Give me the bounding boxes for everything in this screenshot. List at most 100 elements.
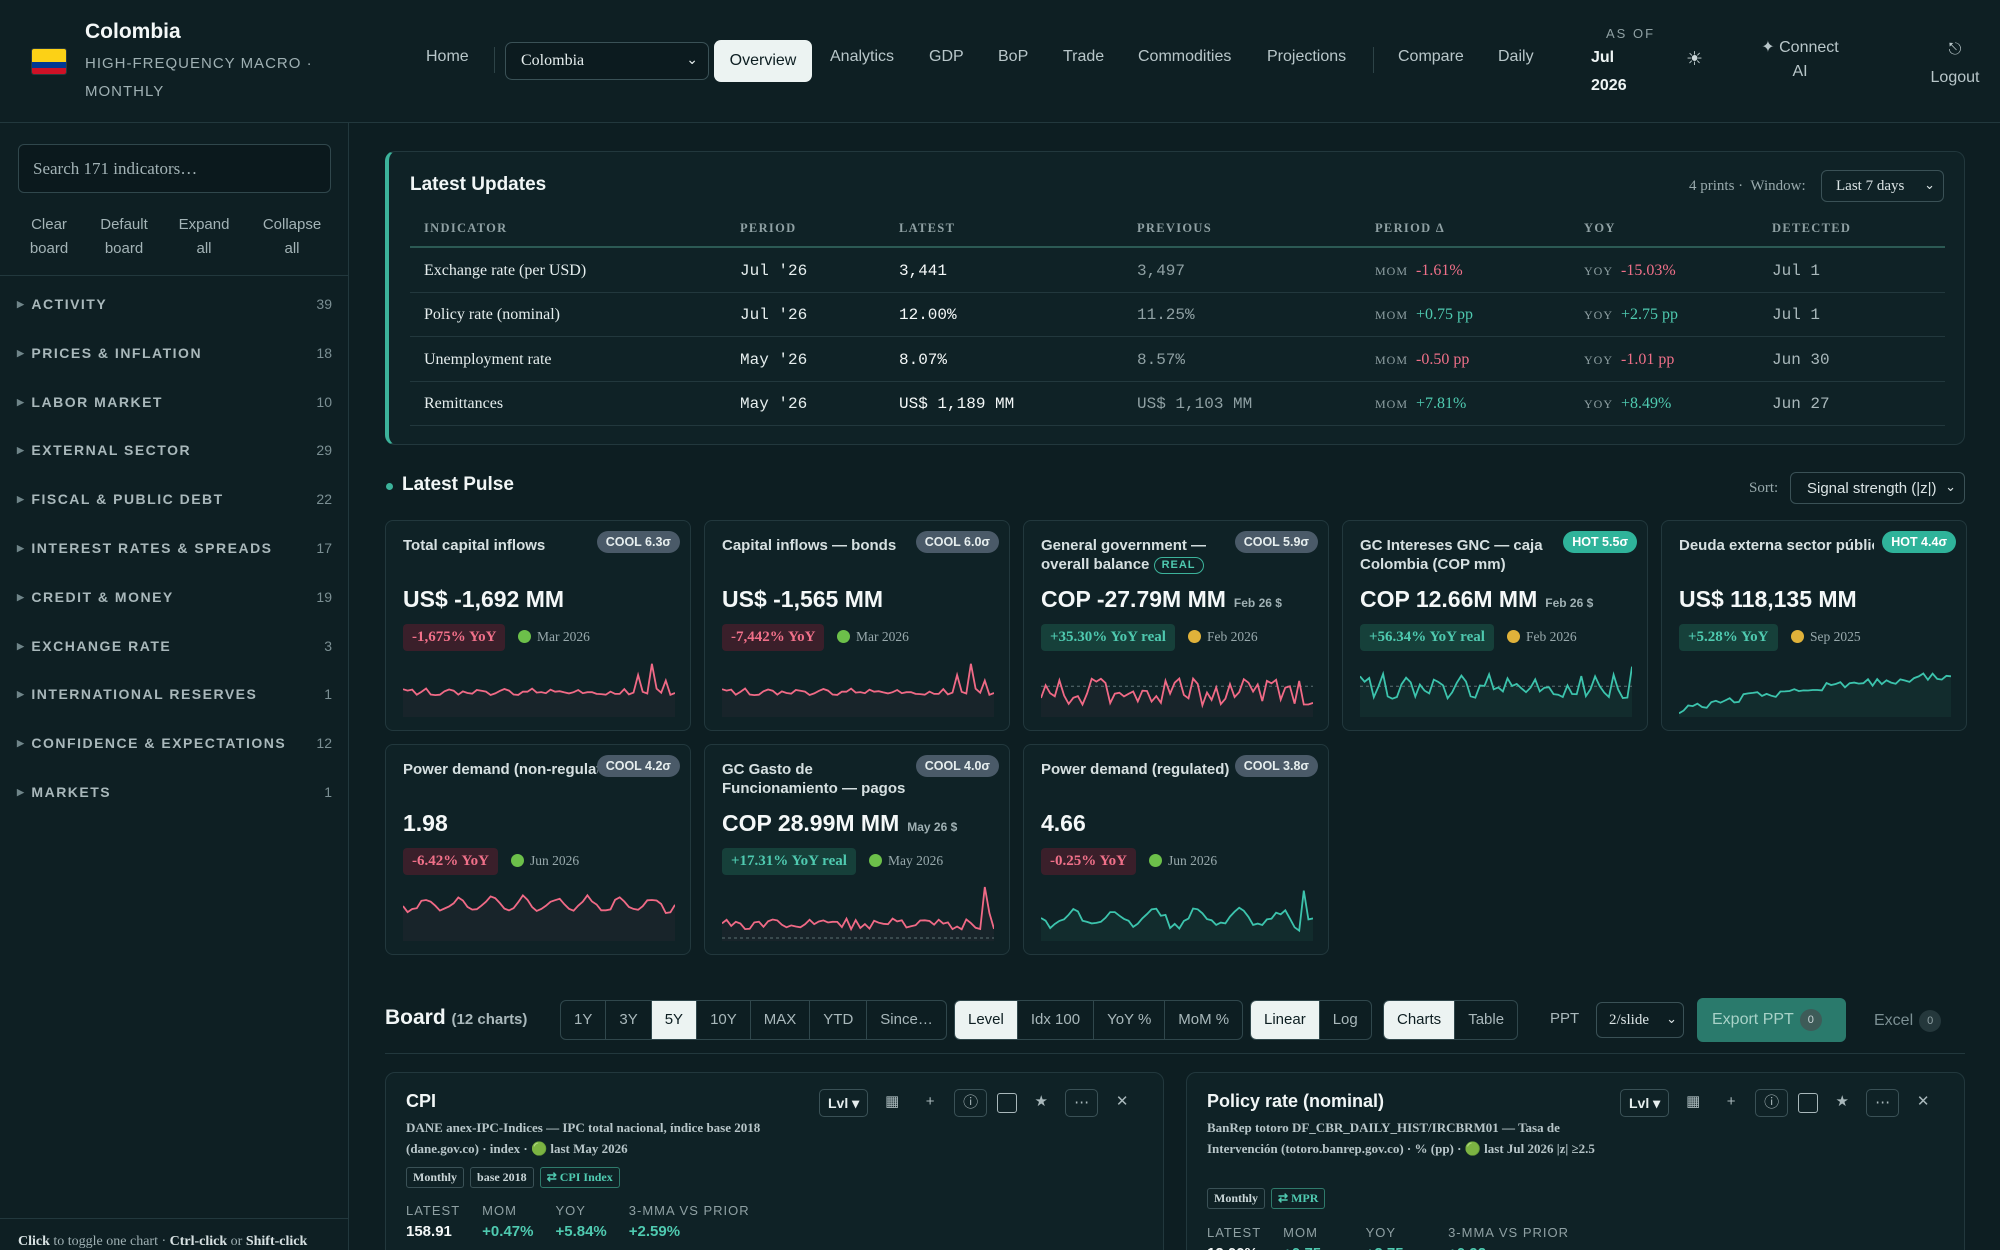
pulse-card[interactable]: GC Intereses GNC — caja Colombia (COP mm… [1342, 520, 1648, 731]
pulse-card[interactable]: General government — overall balance REA… [1023, 520, 1329, 731]
card-value: US$ 118,135 MM [1679, 586, 1857, 613]
nav-analytics[interactable]: Analytics [830, 48, 895, 65]
scale-option[interactable]: Log [1332, 1011, 1358, 1028]
nav-bop[interactable]: BoP [998, 48, 1029, 65]
add-series-icon[interactable]: + [1726, 1093, 1736, 1110]
close-icon[interactable]: ✕ [1916, 1093, 1930, 1110]
pulse-card[interactable]: Capital inflows — bonds COOL 6.0σ US$ -1,5… [704, 520, 1010, 731]
sidebar-category-exchange-rate[interactable]: ▶ EXCHANGE RATE 3 [17, 638, 332, 664]
nav-gdp[interactable]: GDP [929, 48, 964, 65]
sparkline-line [1041, 890, 1313, 933]
indicator-name[interactable]: Policy rate (nominal) [424, 306, 560, 324]
range-option[interactable]: YTD [810, 1001, 868, 1039]
pulse-card[interactable]: Total capital inflows COOL 6.3σ US$ -1,692… [385, 520, 691, 731]
sidebar-category-activity[interactable]: ▶ ACTIVITY 39 [17, 296, 332, 322]
sidebar-category-international-reserves[interactable]: ▶ INTERNATIONAL RESERVES 1 [17, 686, 332, 712]
pulse-card[interactable]: Deuda externa sector público (USD mn) HOT… [1661, 520, 1967, 731]
indicator-name[interactable]: Remittances [424, 394, 504, 412]
nav-commodities[interactable]: Commodities [1138, 48, 1232, 65]
nav-daily[interactable]: Daily [1498, 48, 1534, 65]
level-dropdown[interactable]: Lvl ▾ [1620, 1089, 1670, 1117]
sidebar-category-interest-rates-spreads[interactable]: ▶ INTEREST RATES & SPREADS 17 [17, 540, 332, 566]
select-checkbox[interactable] [997, 1093, 1018, 1113]
table-view-icon[interactable]: ▦ [1686, 1093, 1701, 1110]
nav-overview[interactable]: Overview [714, 40, 812, 82]
chart-stats: LATEST 158.91 MOM +0.47% YOY +5.84% 3-MMA VS P… [406, 1203, 750, 1240]
sidebar-divider [0, 1218, 349, 1219]
sparkline [403, 893, 675, 941]
scale-option[interactable]: Linear [1251, 1001, 1320, 1039]
export-ppt-button[interactable]: Export PPT 0 [1697, 998, 1846, 1042]
expand-all-button[interactable]: Expand all [178, 216, 230, 257]
window-select[interactable]: Last 7 days ⌄ [1821, 170, 1944, 202]
indicator-name[interactable]: Exchange rate (per USD) [424, 262, 587, 279]
sidebar-category-labor-market[interactable]: ▶ LABOR MARKET 10 [17, 394, 332, 420]
linked-series-chip[interactable]: ⇄ MPR [1271, 1188, 1326, 1209]
stat-label: LATEST [1207, 1225, 1262, 1240]
theme-toggle-sun-icon[interactable]: ☀ [1686, 49, 1704, 70]
nav-home[interactable]: Home [426, 48, 469, 65]
view-option[interactable]: Table [1468, 1011, 1505, 1028]
indicator-name[interactable]: Unemployment rate [424, 350, 552, 368]
pulse-card[interactable]: Power demand (regulated) COOL 3.8σ 4.66 -0.… [1023, 744, 1329, 955]
info-icon[interactable]: ⓘ [954, 1089, 988, 1117]
sidebar-category-credit-money[interactable]: ▶ CREDIT & MONEY 19 [17, 589, 332, 615]
nav-projections[interactable]: Projections [1267, 48, 1347, 65]
as-of-value: Jul 2026 [1591, 49, 1627, 94]
add-series-icon[interactable]: + [925, 1093, 935, 1110]
view-option[interactable]: Charts [1384, 1001, 1456, 1039]
range-option[interactable]: 1Y [561, 1001, 607, 1039]
level-dropdown[interactable]: Lvl ▾ [819, 1089, 869, 1117]
transform-option[interactable]: Idx 100 [1018, 1001, 1095, 1039]
sidebar-category-external-sector[interactable]: ▶ EXTERNAL SECTOR 29 [17, 442, 332, 468]
column-header: DETECTED [1772, 221, 1852, 235]
favorite-star-icon[interactable]: ★ [1835, 1093, 1849, 1110]
category-count: 39 [316, 296, 332, 312]
range-option[interactable]: Since… [880, 1011, 933, 1028]
linked-series-chip[interactable]: ⇄ CPI Index [539, 1167, 620, 1188]
default-board-button[interactable]: Default board [100, 216, 148, 257]
sidebar-category-prices-inflation[interactable]: ▶ PRICES & INFLATION 18 [17, 345, 332, 371]
card-value-note: Feb 26 $ [1545, 596, 1594, 610]
transform-option[interactable]: MoM % [1178, 1011, 1230, 1028]
pulse-card[interactable]: Power demand (non-regulated)COOL 4.2σ 1.9… [385, 744, 691, 955]
connect-ai-button[interactable]: ✦ Connect AI [1761, 39, 1839, 80]
sidebar-category-confidence-expectations[interactable]: ▶ CONFIDENCE & EXPECTATIONS 12 [17, 735, 332, 761]
nav-trade[interactable]: Trade [1063, 48, 1105, 65]
table-view-icon[interactable]: ▦ [885, 1093, 900, 1110]
sidebar-category-markets[interactable]: ▶ MARKETS 1 [17, 784, 332, 810]
excel-button[interactable]: Excel 0 [1874, 1010, 1942, 1032]
range-option[interactable]: 10Y [697, 1001, 751, 1039]
select-checkbox[interactable] [1798, 1093, 1819, 1113]
favorite-star-icon[interactable]: ★ [1034, 1093, 1048, 1110]
range-option[interactable]: MAX [751, 1001, 811, 1039]
country-select[interactable]: Colombia ⌄ [505, 42, 709, 80]
transform-option[interactable]: YoY % [1094, 1001, 1166, 1039]
range-option[interactable]: 5Y [651, 1001, 698, 1039]
card-title-text: GC Gasto de Funcionamiento — pagos (COP … [722, 761, 906, 800]
signal-badge: COOL 6.0σ [915, 531, 999, 553]
close-icon[interactable]: ✕ [1115, 1093, 1129, 1110]
delta-value: -1.61% [1416, 262, 1463, 279]
category-count: 12 [316, 735, 332, 752]
per-slide-select[interactable]: 2/slide ⌄ [1596, 1002, 1684, 1038]
indicator-search-input[interactable]: Search 171 indicators… [18, 144, 331, 193]
yoy-tag: YOY [1584, 308, 1613, 323]
sidebar-category-fiscal-public-debt[interactable]: ▶ FISCAL & PUBLIC DEBT 22 [17, 491, 332, 517]
frequency-chip: Monthly [406, 1167, 465, 1188]
info-icon[interactable]: ⓘ [1755, 1089, 1789, 1117]
clear-board-button[interactable]: Clear board [29, 216, 69, 257]
sidebar-divider [0, 275, 349, 276]
more-options-icon[interactable]: ⋯ [1866, 1089, 1900, 1117]
sort-select[interactable]: Signal strength (|z|) ⌄ [1790, 472, 1965, 504]
card-date: Feb 2026 [1507, 629, 1577, 645]
logout-button[interactable]: ⎋ Logout [1925, 36, 1985, 92]
caret-right-icon: ▶ [17, 738, 26, 749]
more-options-icon[interactable]: ⋯ [1065, 1089, 1099, 1117]
collapse-all-button[interactable]: Collapse all [262, 216, 322, 257]
pulse-card[interactable]: GC Gasto de Funcionamiento — pagos (COP … [704, 744, 1010, 955]
range-option[interactable]: 3Y [606, 1001, 652, 1039]
nav-compare[interactable]: Compare [1398, 48, 1464, 65]
transform-option[interactable]: Level [955, 1001, 1018, 1039]
yoy-value: -15.03% [1621, 262, 1676, 279]
